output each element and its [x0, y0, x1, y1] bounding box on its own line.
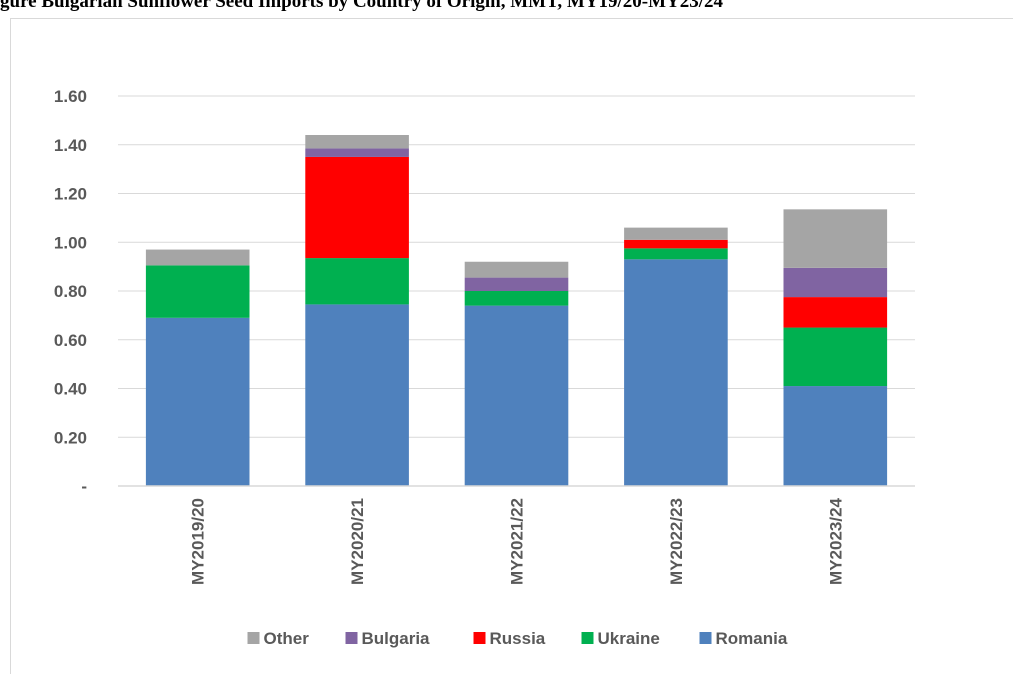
y-tick-label: 0.20 — [54, 428, 87, 447]
bar-segment-russia — [305, 156, 409, 259]
bar-segment-ukraine — [624, 248, 728, 260]
y-tick-label: 0.60 — [54, 331, 87, 350]
legend-label-romania: Romania — [716, 629, 788, 648]
x-tick-label: MY2021/22 — [508, 498, 527, 585]
bar-segment-other — [624, 227, 728, 240]
legend-label-russia: Russia — [490, 629, 546, 648]
y-tick-label: 0.40 — [54, 380, 87, 399]
legend-swatch-romania — [699, 632, 712, 644]
legend-swatch-russia — [473, 632, 486, 644]
bar-segment-other — [305, 135, 409, 149]
legend-label-bulgaria: Bulgaria — [362, 629, 431, 648]
bar-segment-romania — [624, 259, 728, 486]
bar-segment-other — [464, 261, 569, 278]
y-tick-label: 0.80 — [54, 282, 87, 301]
x-tick-label: MY2020/21 — [348, 498, 367, 585]
bar-segment-russia — [624, 239, 728, 249]
bar-segment-ukraine — [145, 265, 250, 318]
y-tick-label: 1.40 — [54, 136, 87, 155]
bar-segment-russia — [783, 297, 888, 328]
legend-swatch-bulgaria — [345, 632, 358, 644]
bar-segment-ukraine — [464, 291, 569, 306]
bar-segment-romania — [783, 386, 888, 486]
legend-swatch-ukraine — [581, 632, 594, 644]
bar-segment-other — [145, 249, 250, 266]
x-tick-label: MY2019/20 — [189, 498, 208, 585]
bar-segment-romania — [145, 317, 250, 486]
y-tick-label: 1.20 — [54, 185, 87, 204]
y-tick-label: 1.60 — [54, 87, 87, 106]
legend: Other Bulgaria Russia Ukraine Romania — [247, 629, 788, 648]
legend-label-ukraine: Ukraine — [598, 629, 660, 648]
chart-frame — [10, 18, 1013, 674]
legend-label-other: Other — [264, 629, 310, 648]
x-tick-label: MY2022/23 — [667, 498, 686, 585]
x-tick-label: MY2023/24 — [826, 497, 845, 584]
bar-segment-bulgaria — [464, 277, 569, 291]
bar-segment-bulgaria — [783, 267, 888, 298]
bars — [145, 135, 888, 486]
gridlines — [118, 95, 915, 438]
bar-segment-ukraine — [783, 327, 888, 387]
bar-segment-romania — [305, 304, 409, 486]
bar-segment-bulgaria — [305, 148, 409, 157]
bar-segment-other — [783, 209, 888, 268]
legend-swatch-other — [247, 632, 260, 644]
bar-segment-ukraine — [305, 258, 409, 305]
page-title: gure Bulgarian Sunflower Seed Imports by… — [0, 0, 724, 12]
y-tick-label: - — [81, 477, 87, 496]
axes: - 0.20 0.40 0.60 0.80 1.00 1.20 1.40 1.60 MY2019/… — [54, 87, 915, 585]
y-tick-label: 1.00 — [54, 233, 87, 252]
bar-segment-romania — [464, 305, 569, 486]
